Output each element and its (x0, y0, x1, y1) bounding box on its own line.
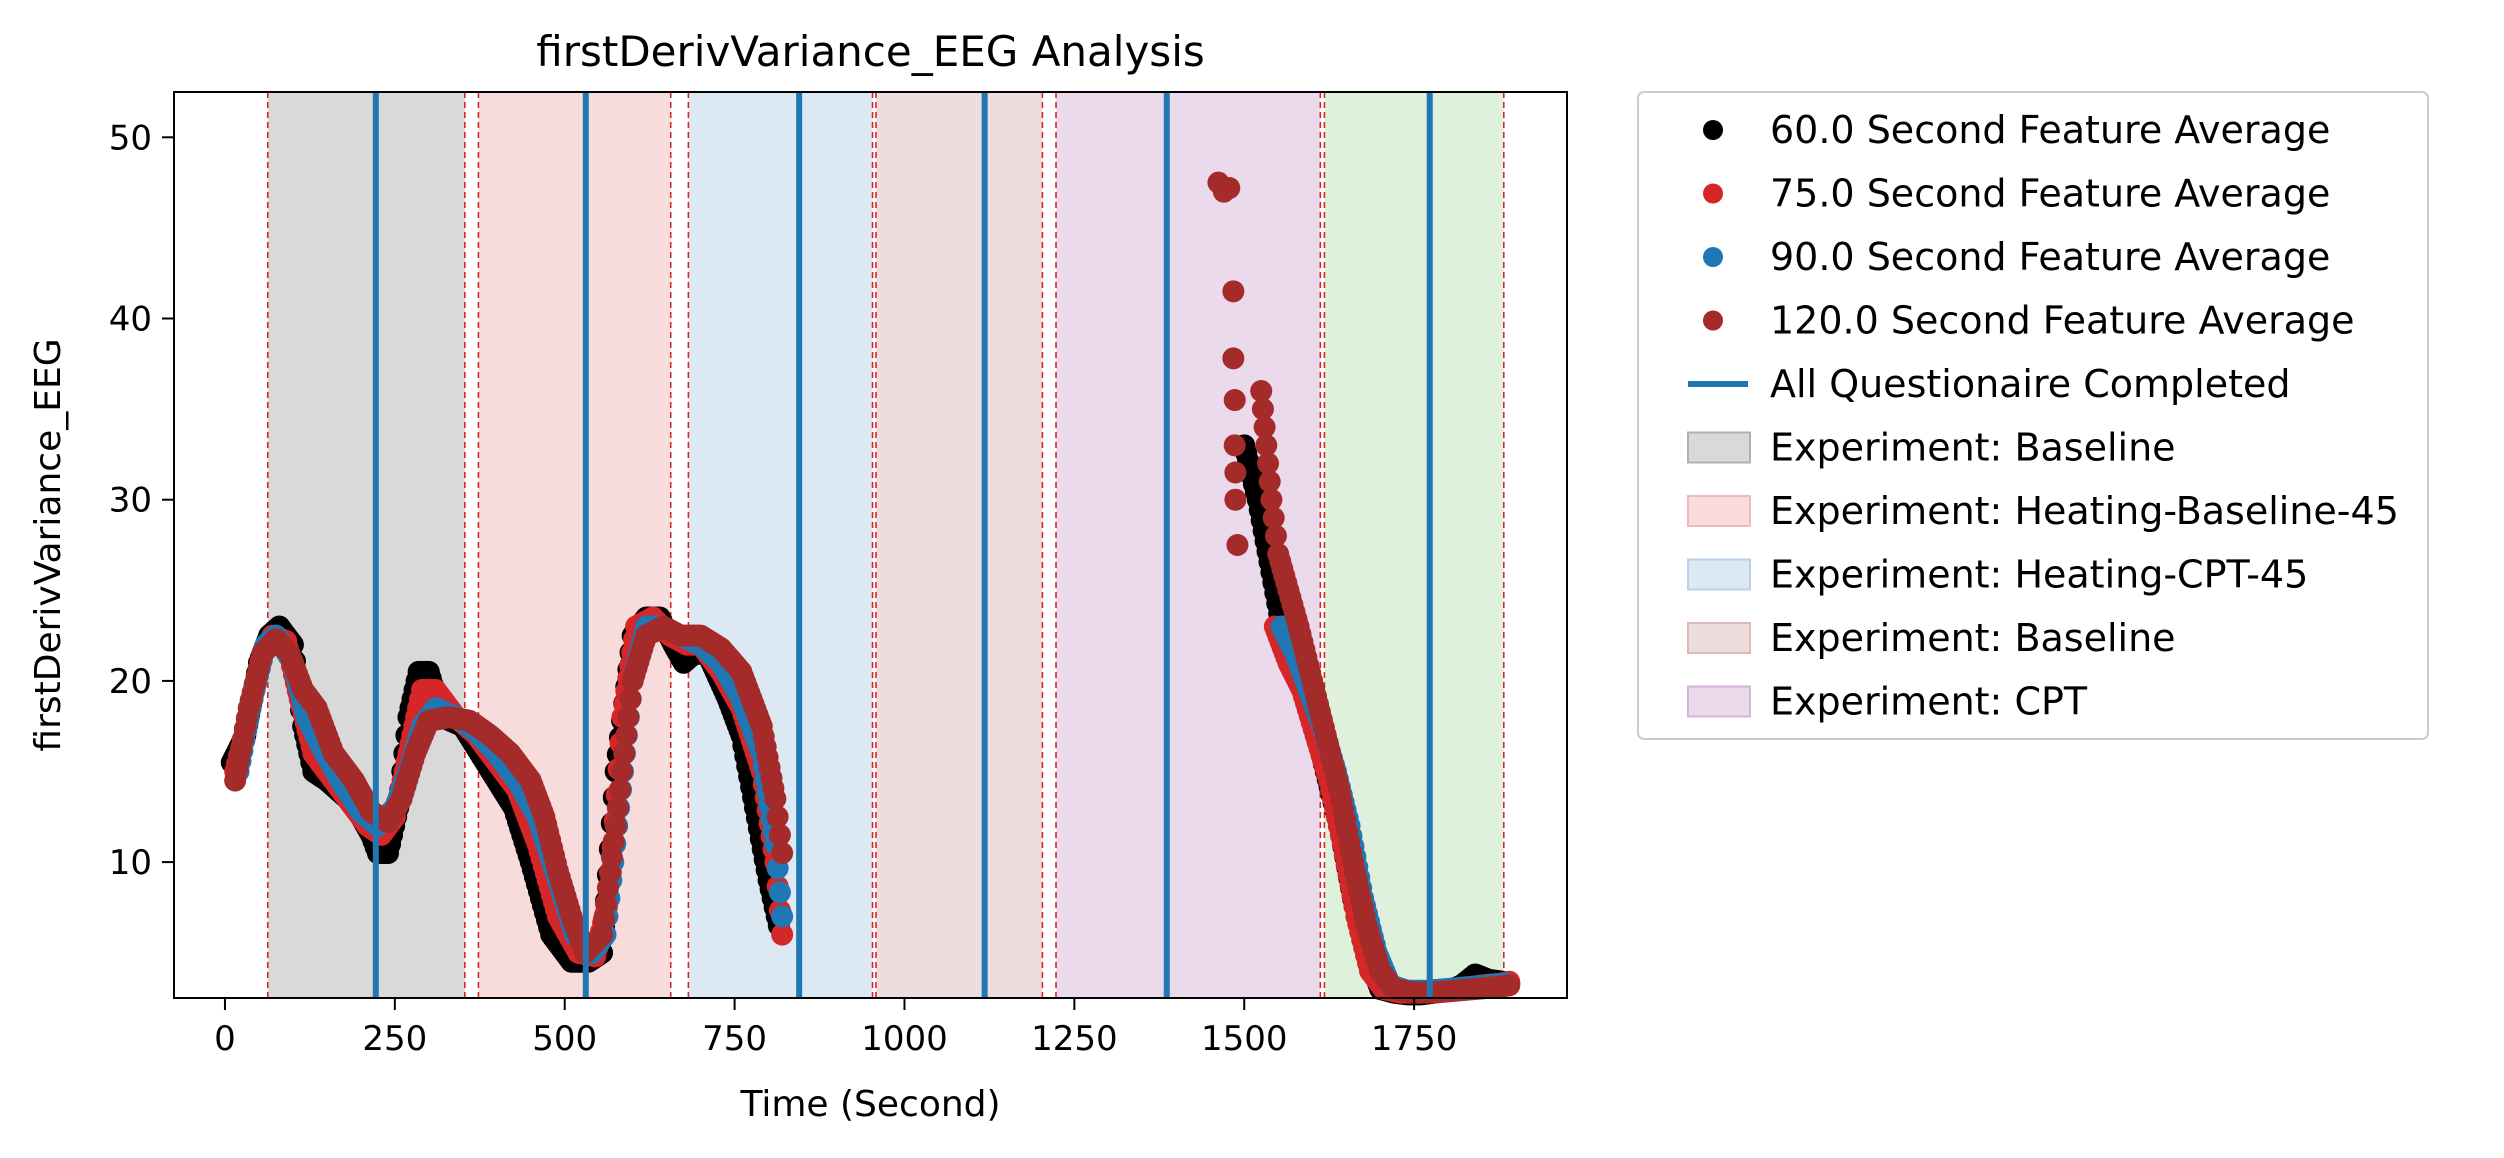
legend-label: 60.0 Second Feature Average (1770, 108, 2330, 152)
x-tick-label: 0 (214, 1019, 236, 1059)
legend-marker (1703, 247, 1723, 267)
data-series (220, 171, 1521, 1006)
x-axis-label: Time (Second) (739, 1084, 1000, 1125)
data-point (1223, 389, 1246, 412)
legend-label: 90.0 Second Feature Average (1770, 235, 2330, 279)
data-point (1264, 524, 1287, 547)
data-point (613, 742, 636, 765)
data-point (619, 688, 642, 711)
legend-label: Experiment: Baseline (1770, 616, 2176, 660)
legend-patch (1687, 622, 1751, 654)
legend-patch (1687, 495, 1751, 527)
legend-marker (1703, 183, 1723, 204)
legend-patch (1687, 685, 1751, 718)
legend-item-experiment-heating-cpt-45: Experiment: Heating-CPT-45 (1687, 553, 2308, 597)
legend-item-all-questionaire-completed: All Questionaire Completed (1688, 362, 2291, 406)
plot-frame (173, 91, 1568, 999)
chart-title: firstDerivVariance_EEG Analysis (536, 27, 1205, 76)
data-point (766, 805, 789, 828)
legend-item-75-0-second-feature-average: 75.0 Second Feature Average (1703, 172, 2330, 216)
legend: 60.0 Second Feature Average 75.0 Second F… (1637, 91, 2429, 740)
data-point (1218, 177, 1241, 200)
y-axis-label: firstDerivVariance_EEG (28, 338, 69, 751)
phase-band-2 (478, 92, 671, 998)
data-point (1222, 280, 1245, 303)
y-tick-label: 10 (109, 843, 152, 883)
data-point (771, 905, 794, 928)
legend-item-experiment-baseline: Experiment: Baseline (1687, 616, 2176, 660)
y-tick-label: 50 (109, 118, 152, 158)
data-point (1251, 398, 1274, 421)
data-point (615, 724, 638, 747)
legend-label: 75.0 Second Feature Average (1770, 172, 2330, 216)
data-point (608, 778, 631, 801)
data-point (768, 881, 791, 904)
data-point (1257, 452, 1280, 475)
x-tick-label: 1250 (1031, 1019, 1118, 1059)
y-tick-label: 20 (109, 662, 152, 702)
data-point (1262, 506, 1285, 529)
x-tick-label: 1000 (861, 1019, 948, 1059)
phase-bands (267, 92, 1504, 998)
data-point (1498, 974, 1521, 997)
phase-boundaries (266, 92, 1505, 998)
legend-item-90-0-second-feature-average: 90.0 Second Feature Average (1703, 235, 2330, 279)
legend-patch (1687, 558, 1751, 591)
x-tick-label: 500 (532, 1019, 597, 1059)
data-point (1258, 470, 1281, 493)
data-point (1224, 488, 1247, 511)
data-point (764, 787, 787, 810)
legend-item-120-0-second-feature-average: 120.0 Second Feature Average (1703, 299, 2355, 343)
y-axis: 10 20 30 40 50 (109, 118, 174, 883)
data-point (1226, 534, 1249, 556)
x-tick-label: 250 (362, 1019, 427, 1059)
legend-label: All Questionaire Completed (1770, 362, 2291, 406)
data-point (768, 823, 791, 846)
y-tick-label: 30 (109, 481, 152, 521)
y-tick-label: 40 (109, 300, 152, 340)
data-point (771, 923, 794, 946)
data-point (1255, 434, 1278, 457)
data-point (1250, 379, 1273, 402)
legend-items: 60.0 Second Feature Average 75.0 Second F… (1687, 108, 2399, 724)
legend-item-experiment-cpt: Experiment: CPT (1687, 680, 2088, 724)
legend-frame (1637, 91, 2429, 740)
data-point (606, 796, 629, 819)
questionnaire-lines (372, 92, 1433, 998)
data-point (1253, 416, 1276, 439)
legend-patch (1687, 431, 1751, 464)
data-point (771, 842, 794, 865)
data-point (604, 814, 627, 837)
data-point (1260, 488, 1283, 511)
series-120-0-second-feature-average (224, 379, 1521, 1004)
phase-band-4 (875, 92, 1043, 998)
data-point (1224, 461, 1247, 484)
legend-item-experiment-baseline: Experiment: Baseline (1687, 426, 2176, 470)
plot-area (173, 91, 1568, 1006)
legend-item-experiment-heating-baseline-45: Experiment: Heating-Baseline-45 (1687, 489, 2399, 533)
legend-label: Experiment: Heating-Baseline-45 (1770, 489, 2399, 533)
legend-marker (1703, 120, 1723, 140)
phase-band-1 (267, 92, 465, 998)
x-axis: 0 250 500 750 1000 1250 1500 1750 (214, 998, 1457, 1059)
x-tick-label: 1500 (1201, 1019, 1288, 1059)
legend-label: Experiment: Heating-CPT-45 (1770, 553, 2308, 597)
x-tick-label: 1750 (1371, 1019, 1458, 1059)
legend-label: Experiment: CPT (1770, 680, 2088, 724)
legend-label: 120.0 Second Feature Average (1770, 299, 2355, 343)
data-point (1223, 434, 1246, 457)
outlier-points (1207, 171, 1249, 556)
data-point (617, 706, 640, 729)
legend-item-60-0-second-feature-average: 60.0 Second Feature Average (1703, 108, 2330, 152)
legend-marker (1703, 310, 1723, 331)
legend-label: Experiment: Baseline (1770, 426, 2176, 470)
data-point (1222, 347, 1245, 370)
x-tick-label: 750 (702, 1019, 767, 1059)
data-point (611, 760, 634, 783)
